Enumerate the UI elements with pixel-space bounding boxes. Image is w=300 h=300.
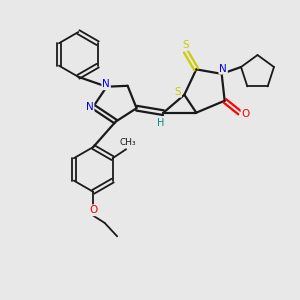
Text: CH₃: CH₃ [119,138,136,147]
Text: N: N [102,79,110,89]
Text: O: O [89,205,98,215]
Text: S: S [182,40,188,50]
Text: N: N [86,102,94,112]
Text: O: O [242,109,250,119]
Text: S: S [175,87,181,97]
Text: H: H [157,118,164,128]
Text: N: N [219,64,227,74]
